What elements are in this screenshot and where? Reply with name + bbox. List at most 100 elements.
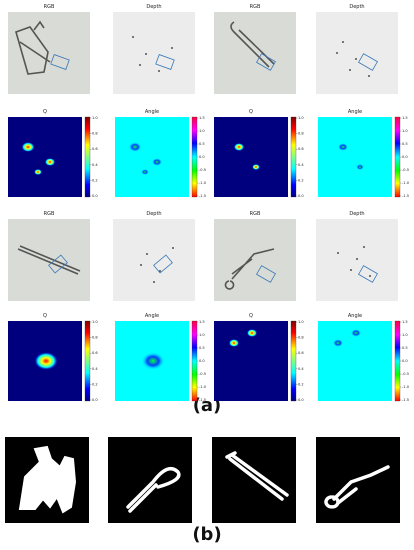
heatmap-blob (332, 339, 344, 347)
colorbar-tick-label: 1.0 (402, 129, 408, 133)
image-background (113, 12, 195, 94)
colorbar-tick-label: -1.0 (402, 181, 410, 185)
colorbar (290, 116, 297, 198)
colorbar-tick-label: 0.6 (92, 147, 98, 151)
colorbar-tick-label: 1.5 (402, 320, 408, 324)
colorbar-tick-label: 0.5 (402, 346, 408, 350)
image-panel (8, 219, 90, 301)
mask-panel (212, 437, 296, 523)
colorbar-tick-label: 1.0 (298, 320, 304, 324)
colorbar-tick-label: 1.5 (402, 116, 408, 120)
grasp-box (256, 265, 276, 283)
colorbar-tick-label: 0.5 (199, 142, 205, 146)
colorbar-tick-label: 1.0 (402, 333, 408, 337)
heatmap-background (214, 117, 288, 197)
panel-title: Q (249, 109, 253, 115)
depth-speck (153, 281, 155, 283)
heatmap-blob (252, 164, 260, 170)
image-panel (113, 12, 195, 94)
image-background (8, 219, 90, 301)
colorbar-tick-label: 0.6 (298, 351, 304, 355)
colorbar-tick-label: -0.5 (199, 372, 206, 376)
colorbar-tick-label: 0.0 (298, 398, 304, 402)
image-panel (214, 12, 296, 94)
colorbar (84, 116, 91, 198)
heatmap-background (115, 117, 189, 197)
depth-speck (171, 47, 173, 49)
colorbar-tick-label: 0.8 (92, 336, 98, 340)
depth-speck (140, 264, 142, 266)
colorbar-tick-label: -1.5 (402, 194, 409, 198)
panel-title: Depth (349, 211, 364, 217)
colorbar-tick-label: 0.0 (402, 359, 408, 363)
colorbar (84, 320, 91, 402)
depth-speck (368, 75, 370, 77)
colorbar-tick-label: -1.0 (199, 181, 207, 185)
image-panel (113, 219, 195, 301)
heatmap-blob (128, 142, 142, 152)
depth-speck (355, 58, 357, 60)
image-panel (318, 321, 392, 401)
panel-title: RGB (44, 4, 55, 10)
colorbar-tick-label: 0.0 (402, 155, 408, 159)
depth-speck (356, 258, 358, 260)
depth-speck (363, 246, 365, 248)
panel-title: Q (43, 313, 47, 319)
image-background (8, 12, 90, 94)
colorbar (191, 116, 198, 198)
colorbar-tick-label: 0.2 (92, 382, 98, 386)
image-panel (316, 12, 398, 94)
instrument (17, 245, 81, 275)
depth-speck (342, 41, 344, 43)
heatmap-blob (34, 169, 42, 175)
image-panel (214, 117, 288, 197)
panel-title: RGB (250, 211, 261, 217)
image-background (316, 12, 398, 94)
image-panel (8, 321, 82, 401)
mask-shape (126, 466, 181, 513)
colorbar-tick-label: 0.8 (92, 132, 98, 136)
mask-shape (225, 451, 289, 501)
depth-speck (132, 36, 134, 38)
colorbar-tick-label: 1.0 (92, 320, 98, 324)
depth-speck (350, 269, 352, 271)
heatmap-blob (337, 143, 349, 151)
image-background (316, 219, 398, 301)
colorbar (191, 320, 198, 402)
mask-shape (18, 445, 77, 514)
depth-speck (172, 247, 174, 249)
colorbar-tick-label: 0.4 (92, 163, 98, 167)
mask-background (212, 437, 296, 523)
depth-speck (349, 69, 351, 71)
mask-background (108, 437, 192, 523)
depth-speck (146, 253, 148, 255)
colorbar (394, 320, 401, 402)
colorbar-tick-label: 1.5 (199, 320, 205, 324)
colorbar-tick-label: 0.5 (199, 346, 205, 350)
grasp-box (358, 265, 378, 283)
colorbar-tick-label: -0.5 (402, 372, 409, 376)
heatmap-background (8, 117, 82, 197)
colorbar-tick-label: -1.5 (199, 398, 206, 402)
image-panel (8, 12, 90, 94)
colorbar-tick-label: -1.5 (402, 398, 409, 402)
panel-title: Angle (145, 313, 159, 319)
image-panel (214, 321, 288, 401)
colorbar-tick-label: 1.5 (199, 116, 205, 120)
colorbar-tick-label: 1.0 (92, 116, 98, 120)
colorbar-tick-label: 0.8 (298, 132, 304, 136)
instrument (230, 21, 275, 68)
grasp-box (50, 54, 70, 70)
image-panel (115, 321, 189, 401)
image-panel (318, 117, 392, 197)
heatmap-blob (34, 352, 58, 370)
colorbar-tick-label: 0.0 (92, 194, 98, 198)
depth-speck (159, 270, 161, 272)
instrument (224, 248, 275, 290)
heatmap-blob (233, 143, 245, 151)
colorbar (290, 320, 297, 402)
heatmap-blob (228, 339, 240, 347)
panel-title: Angle (348, 313, 362, 319)
mask-panel (5, 437, 89, 523)
